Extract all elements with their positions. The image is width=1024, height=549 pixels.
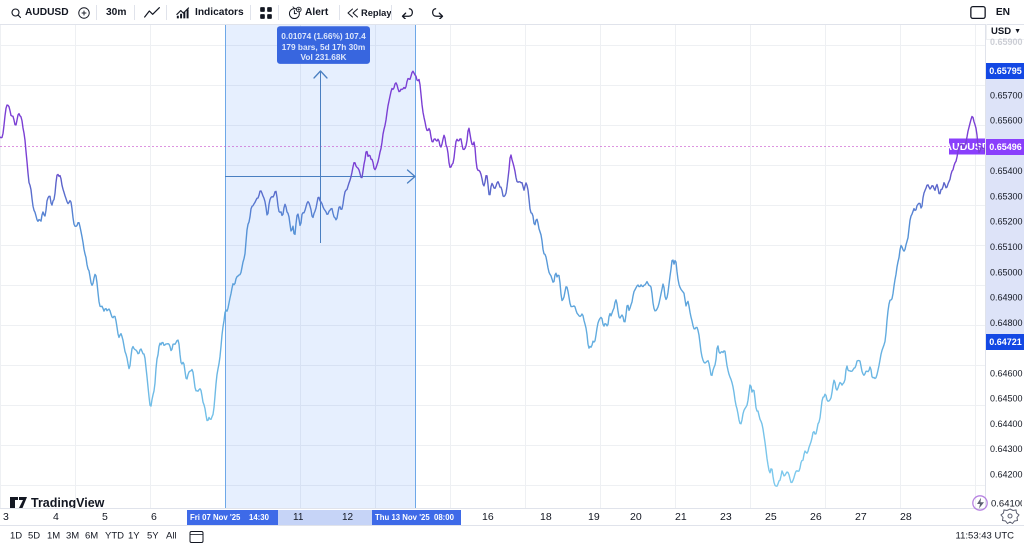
svg-text:16: 16 xyxy=(482,511,494,523)
svg-text:179 bars, 5d 17h 30m: 179 bars, 5d 17h 30m xyxy=(282,42,365,52)
svg-text:27: 27 xyxy=(855,511,867,523)
svg-text:5D: 5D xyxy=(28,531,40,542)
svg-text:0.64400: 0.64400 xyxy=(990,419,1023,429)
svg-text:1D: 1D xyxy=(10,531,22,542)
svg-text:5: 5 xyxy=(102,511,108,523)
svg-text:08:00: 08:00 xyxy=(434,513,455,522)
svg-text:0.64900: 0.64900 xyxy=(990,293,1023,303)
svg-text:Vol 231.68K: Vol 231.68K xyxy=(301,52,347,62)
svg-text:11: 11 xyxy=(293,512,304,523)
svg-text:Fri 07 Nov '25: Fri 07 Nov '25 xyxy=(190,513,241,522)
svg-text:0.64800: 0.64800 xyxy=(990,318,1023,328)
svg-text:4: 4 xyxy=(53,511,59,523)
svg-text:28: 28 xyxy=(900,511,912,523)
svg-text:21: 21 xyxy=(675,511,687,523)
svg-text:1M: 1M xyxy=(47,531,60,542)
svg-text:1Y: 1Y xyxy=(128,531,140,542)
svg-text:19: 19 xyxy=(588,511,600,523)
svg-text:3M: 3M xyxy=(66,531,79,542)
svg-text:6M: 6M xyxy=(85,531,98,542)
svg-text:0.65400: 0.65400 xyxy=(990,166,1023,176)
svg-text:12: 12 xyxy=(342,512,354,523)
svg-text:25: 25 xyxy=(765,511,777,523)
svg-text:Thu 13 Nov '25: Thu 13 Nov '25 xyxy=(375,513,430,522)
svg-text:0.65700: 0.65700 xyxy=(990,90,1023,100)
svg-text:14:30: 14:30 xyxy=(249,513,270,522)
svg-text:YTD: YTD xyxy=(105,531,124,542)
svg-text:5Y: 5Y xyxy=(147,531,159,542)
svg-text:11:53:43 UTC: 11:53:43 UTC xyxy=(956,531,1015,542)
svg-text:0.01074 (1.66%) 107.4: 0.01074 (1.66%) 107.4 xyxy=(281,31,366,41)
svg-text:0.65100: 0.65100 xyxy=(990,242,1023,252)
svg-text:0.64300: 0.64300 xyxy=(990,444,1023,454)
svg-text:26: 26 xyxy=(810,511,822,523)
svg-text:6: 6 xyxy=(151,511,157,523)
svg-text:0.65600: 0.65600 xyxy=(990,116,1023,126)
svg-text:20: 20 xyxy=(630,511,642,523)
svg-text:All: All xyxy=(166,531,177,542)
svg-text:3: 3 xyxy=(3,511,9,523)
svg-text:0.65300: 0.65300 xyxy=(990,192,1023,202)
svg-text:23: 23 xyxy=(720,511,732,523)
svg-text:0.64500: 0.64500 xyxy=(990,394,1023,404)
svg-text:18: 18 xyxy=(540,511,552,523)
svg-text:0.65000: 0.65000 xyxy=(990,267,1023,277)
svg-text:TradingView: TradingView xyxy=(31,496,105,508)
svg-text:0.65200: 0.65200 xyxy=(990,217,1023,227)
svg-text:0.64200: 0.64200 xyxy=(990,469,1023,479)
svg-text:0.64600: 0.64600 xyxy=(990,368,1023,378)
